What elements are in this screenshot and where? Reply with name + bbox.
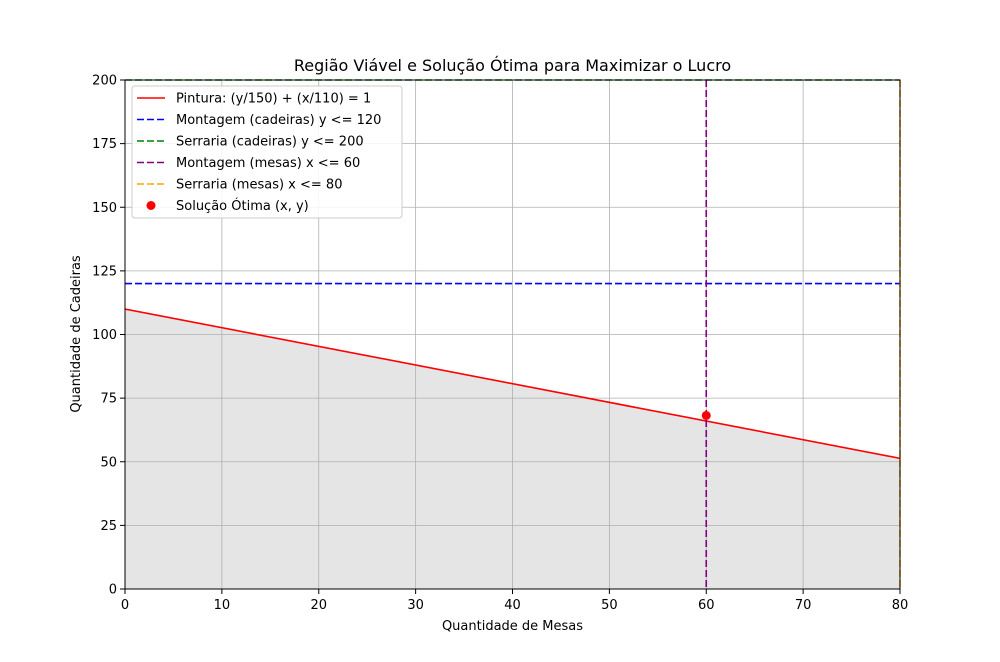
y-tick-label: 175 [92, 137, 117, 152]
chart-title: Região Viável e Solução Ótima para Maxim… [294, 56, 731, 75]
legend-entry-label: Montagem (cadeiras) y <= 120 [176, 113, 381, 128]
series-line-0 [124, 308, 901, 460]
y-tick-label: 50 [100, 455, 117, 470]
legend-entry-label: Pintura: (y/150) + (x/110) = 1 [176, 92, 371, 107]
legend-entry-label: Solução Ótima (x, y) [176, 198, 309, 214]
x-tick-label: 70 [795, 598, 812, 613]
x-tick-label: 30 [407, 598, 424, 613]
legend-entry-label: Serraria (mesas) x <= 80 [176, 178, 342, 193]
y-axis-label: Quantidade de Cadeiras [69, 255, 84, 413]
y-tick-label: 100 [92, 328, 117, 343]
optimal-point [701, 410, 711, 420]
x-tick-label: 50 [601, 598, 618, 613]
x-tick-label: 20 [310, 598, 327, 613]
x-tick-label: 80 [892, 598, 909, 613]
x-tick-label: 60 [698, 598, 715, 613]
y-tick-label: 125 [92, 264, 117, 279]
x-axis-label: Quantidade de Mesas [442, 619, 583, 634]
y-tick-label: 0 [109, 583, 117, 598]
y-tick-label: 25 [100, 519, 117, 534]
legend-entry-label: Serraria (cadeiras) y <= 200 [176, 135, 364, 150]
legend-box [131, 85, 403, 219]
x-tick-label: 0 [121, 598, 129, 613]
legend-entry-label: Montagem (mesas) x <= 60 [176, 156, 360, 171]
y-tick-label: 150 [92, 201, 117, 216]
legend-marker [146, 201, 156, 210]
x-tick-label: 10 [214, 598, 231, 613]
plot-area: 0 10 20 30 40 50 60 70 80 0 25 50 75 100 125 150 175 200 [92, 74, 908, 614]
y-tick-label: 200 [92, 74, 117, 89]
legend: Pintura: (y/150) + (x/110) = 1 Montagem (… [131, 85, 403, 219]
y-tick-label: 75 [100, 392, 117, 407]
x-tick-label: 40 [504, 598, 521, 613]
